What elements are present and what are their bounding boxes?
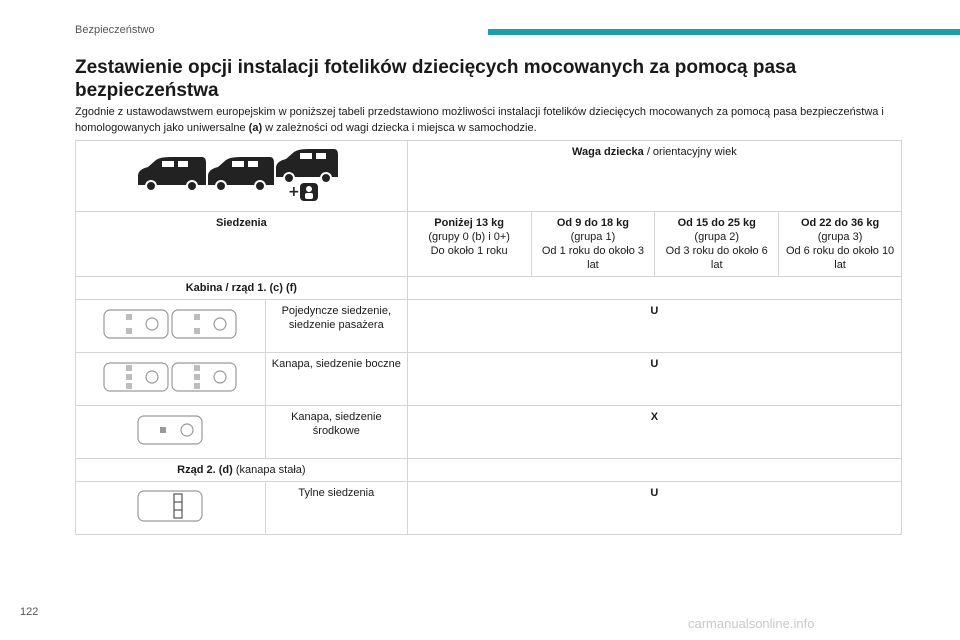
group-line: Od 6 roku do około 10 lat [785,245,895,271]
section-title-cabin: Kabina / rząd 1. (c) (f) [75,276,408,300]
table-row: Pojedyncze siedzenie, siedzenie pasażera… [75,299,903,353]
intro-note-ref: (a) [248,122,263,134]
weight-header-bold: Waga dziecka [572,146,644,158]
group-title: Od 22 do 36 kg [800,217,880,229]
table-row: Tylne siedzenia U [75,481,903,535]
seat-position-icon [137,490,204,522]
section-title-second: Rząd 2. (d) (kanapa stała) [75,458,408,482]
group-cell-1: Od 9 do 18 kg (grupa 1) Od 1 roku do oko… [530,211,656,277]
seat-label: Tylne siedzenia [264,481,408,535]
seat-position-icon [137,415,204,445]
page-number: 122 [20,606,39,618]
seat-value: U [406,352,903,406]
seat-value: U [406,481,903,535]
seat-label: Kanapa, siedzenie środkowe [264,405,408,459]
seat-diagram-cell [75,299,266,353]
group-cell-2: Od 15 do 25 kg (grupa 2) Od 3 roku do ok… [654,211,780,277]
section-title-rest: (kanapa stała) [232,464,306,476]
section-empty-cell [406,276,903,300]
seats-label: Siedzenia [75,211,408,277]
seat-value: X [406,405,903,459]
weight-header-rest: / orientacyjny wiek [643,146,737,158]
group-line: (grupa 1) [570,231,616,243]
group-title: Poniżej 13 kg [434,217,504,229]
section-row-cabin: Kabina / rząd 1. (c) (f) [75,276,903,300]
group-title: Od 15 do 25 kg [677,217,756,229]
seat-diagram-cell [75,481,266,535]
seat-diagram-cell [75,352,266,406]
group-cell-3: Od 22 do 36 kg (grupa 3) Od 6 roku do ok… [778,211,902,277]
seat-label: Pojedyncze siedzenie, siedzenie pasażera [264,299,408,353]
table-row: Kanapa, siedzenie boczne U [75,352,903,406]
header-accent-bar [488,29,960,35]
vehicle-types-icon: + [138,149,339,201]
table-row: Kanapa, siedzenie środkowe X [75,405,903,459]
weight-groups-row: Siedzenia Poniżej 13 kg (grupy 0 (b) i 0… [75,211,902,277]
intro-paragraph: Zgodnie z ustawodawstwem europejskim w p… [75,104,905,136]
seat-diagram-cell [75,405,266,459]
group-cell-0: Poniżej 13 kg (grupy 0 (b) i 0+) Do okoł… [406,211,532,277]
seat-label: Kanapa, siedzenie boczne [264,352,408,406]
intro-text-2: w zależności od wagi dziecka i miejsca w… [262,122,537,134]
seat-position-icon [103,362,238,392]
seat-position-icon [103,309,238,339]
group-title: Od 9 do 18 kg [556,217,630,229]
intro-text-1: Zgodnie z ustawodawstwem europejskim w p… [75,106,884,134]
section-empty-cell [406,458,903,482]
vehicle-icons-cell: + [75,140,408,212]
section-title-bold: Kabina / rząd 1. (c) (f) [185,282,297,294]
group-line: Od 3 roku do około 6 lat [665,245,768,271]
group-line: (grupa 2) [694,231,740,243]
section-row-second: Rząd 2. (d) (kanapa stała) [75,458,903,482]
watermark: carmanualsonline.info [688,616,815,631]
page-title: Zestawienie opcji instalacji fotelików d… [75,57,797,101]
group-line: (grupa 3) [817,231,863,243]
group-line: Od 1 roku do około 3 lat [541,245,644,271]
child-seat-table: + Waga dziecka / orientacyjny wiek Siedz… [75,140,903,535]
seat-value: U [406,299,903,353]
section-label: Bezpieczeństwo [75,24,155,36]
group-line: (grupy 0 (b) i 0+) [428,231,510,243]
weight-header-cell: Waga dziecka / orientacyjny wiek [406,140,903,212]
table-header-row: + Waga dziecka / orientacyjny wiek [75,140,903,212]
group-line: Do około 1 roku [430,245,508,257]
svg-text:+: + [288,184,300,200]
section-title-bold: Rząd 2. (d) [177,464,233,476]
